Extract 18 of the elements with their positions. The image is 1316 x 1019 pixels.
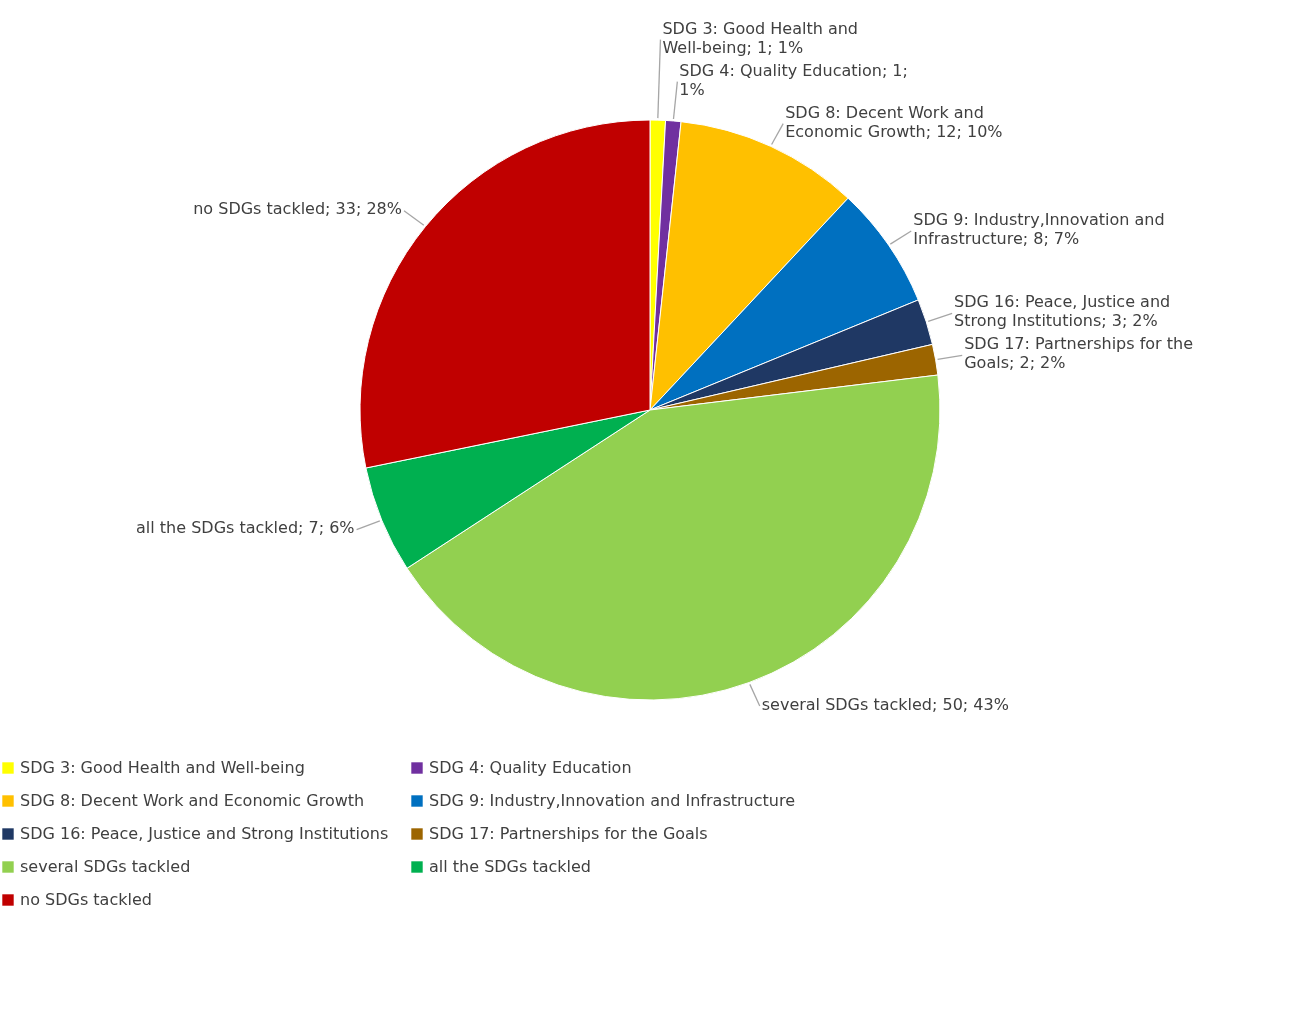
data-label: SDG 4: Quality Education; 1; 1% <box>679 60 908 99</box>
data-label: SDG 16: Peace, Justice and Strong Institutions; 3; 2% <box>954 292 1171 331</box>
legend-label: no SDGs tackled <box>20 890 152 909</box>
data-label: all the SDGs tackled; 7; 6% <box>136 518 355 538</box>
legend-label: SDG 8: Decent Work and Economic Growth <box>20 791 365 810</box>
legend-label: SDG 17: Partnerships for the Goals <box>429 824 708 843</box>
legend-label: SDG 3: Good Health and Well-being <box>20 758 305 777</box>
legend-label: SDG 9: Industry,Innovation and Infrastructure <box>429 791 795 810</box>
data-label: several SDGs tackled; 50; 43% <box>761 694 1009 714</box>
legend-label: SDG 4: Quality Education <box>429 758 632 777</box>
legend-label: several SDGs tackled <box>20 857 191 876</box>
data-label: SDG 3: Good Health and Well-being; 1; 1% <box>662 18 859 57</box>
data-label: SDG 8: Decent Work and Economic Growth; 12; 10% <box>785 102 1003 141</box>
legend-label: SDG 16: Peace, Justice and Strong Institutions <box>20 824 389 843</box>
data-label: SDG 9: Industry,Innovation and Infrastructure; 8; 7% <box>913 210 1165 249</box>
legend-label: all the SDGs tackled <box>429 857 592 876</box>
data-label: no SDGs tackled; 33; 28% <box>193 199 402 219</box>
data-label: SDG 17: Partnerships for the Goals; 2; 2% <box>964 334 1194 373</box>
